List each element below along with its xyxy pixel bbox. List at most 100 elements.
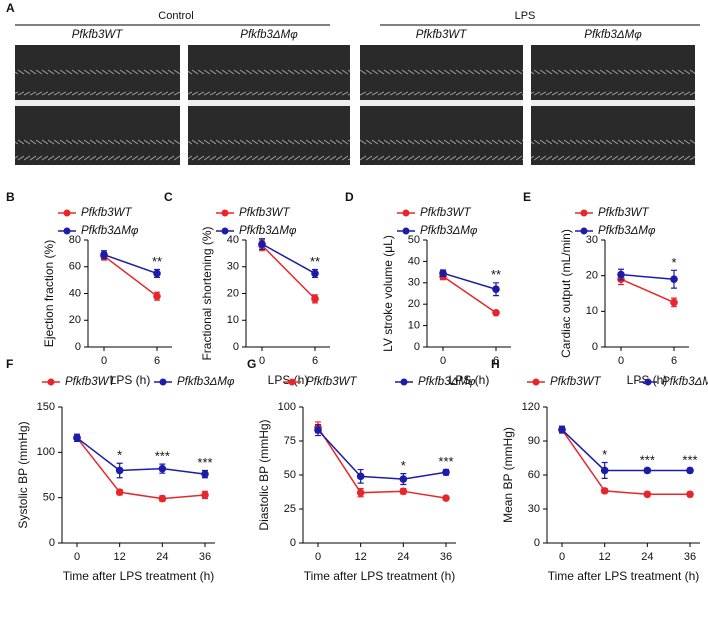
legend-marker — [47, 378, 55, 386]
series-line — [442, 275, 497, 314]
series-line — [317, 426, 447, 499]
group-label: Control — [158, 10, 193, 22]
data-point — [643, 466, 652, 475]
panel-label: A — [6, 1, 15, 15]
y-tick-label: 25 — [284, 503, 296, 515]
panel-label: E — [523, 190, 531, 204]
series-line — [261, 243, 316, 275]
significance: * — [602, 447, 607, 462]
series-line — [76, 437, 206, 500]
y-tick-label: 30 — [227, 261, 239, 273]
x-tick-label: 12 — [114, 551, 126, 563]
x-tick-label: 0 — [74, 551, 80, 563]
y-tick-label: 120 — [522, 401, 540, 413]
data-point — [600, 487, 609, 495]
data-point — [100, 250, 108, 259]
data-point — [158, 494, 167, 503]
data-point — [258, 240, 266, 248]
legend-label: Pfkfb3ΔMφ — [177, 376, 235, 388]
data-point — [153, 292, 161, 300]
legend-marker — [580, 209, 588, 217]
echo-image — [531, 45, 695, 165]
data-point — [73, 434, 81, 442]
data-point — [158, 464, 167, 473]
significance: * — [117, 448, 122, 463]
image-label: Pfkfb3WT — [72, 29, 123, 41]
series-line — [317, 429, 447, 480]
echo-image — [15, 45, 180, 165]
x-axis-title: Time after LPS treatment (h) — [63, 569, 215, 583]
legend-marker — [644, 378, 652, 386]
data-point — [600, 466, 609, 475]
legend-marker — [288, 378, 296, 386]
legend-label: Pfkfb3WT — [65, 376, 116, 388]
y-tick-label: 0 — [414, 341, 420, 353]
y-tick-label: 75 — [284, 435, 296, 447]
data-point — [399, 487, 408, 496]
y-tick-label: 40 — [69, 287, 81, 299]
series-line — [103, 254, 158, 275]
y-tick-label: 20 — [69, 314, 81, 326]
y-axis-title: Systolic BP (mmHg) — [16, 421, 30, 528]
y-axis-title: Diastolic BP (mmHg) — [257, 419, 271, 530]
y-tick-label: 0 — [534, 537, 540, 549]
legend-label: Pfkfb3ΔMφ — [239, 225, 297, 237]
series-line — [76, 437, 206, 475]
x-tick-label: 24 — [397, 551, 409, 563]
x-tick-label: 12 — [599, 551, 611, 563]
legend-marker — [402, 227, 410, 235]
x-tick-label: 6 — [671, 355, 677, 367]
y-tick-label: 80 — [69, 234, 81, 246]
y-tick-label: 30 — [408, 277, 420, 289]
series-line — [561, 429, 690, 496]
legend-marker — [63, 227, 71, 235]
x-tick-label: 0 — [259, 355, 265, 367]
y-tick-label: 90 — [528, 435, 540, 447]
data-point — [115, 466, 124, 475]
y-tick-label: 0 — [290, 537, 296, 549]
significance: ** — [152, 254, 162, 269]
x-tick-label: 6 — [493, 355, 499, 367]
group-label: LPS — [515, 10, 536, 22]
data-point — [442, 468, 450, 477]
legend-label: Pfkfb3WT — [420, 207, 471, 219]
data-point — [670, 275, 678, 284]
legend-marker — [580, 227, 588, 235]
data-point — [115, 488, 124, 497]
significance: *** — [438, 454, 453, 469]
legend-label: Pfkfb3WT — [239, 207, 290, 219]
y-axis-title: LV stroke volume (μL) — [381, 235, 395, 352]
y-tick-label: 30 — [528, 503, 540, 515]
echo-image — [360, 45, 523, 165]
y-axis-title: Mean BP (mmHg) — [501, 427, 515, 523]
legend-label: Pfkfb3WT — [81, 207, 132, 219]
y-tick-label: 10 — [586, 305, 598, 317]
data-point — [686, 490, 694, 499]
data-point — [492, 285, 500, 294]
x-tick-label: 6 — [154, 355, 160, 367]
y-tick-label: 20 — [408, 298, 420, 310]
data-point — [356, 472, 365, 481]
significance: ** — [310, 254, 320, 269]
legend-marker — [63, 209, 71, 217]
y-tick-label: 50 — [408, 234, 420, 246]
panel-label: F — [6, 357, 13, 371]
x-tick-label: 36 — [440, 551, 452, 563]
y-tick-label: 10 — [408, 320, 420, 332]
panel-label: G — [247, 357, 256, 371]
y-tick-label: 40 — [408, 255, 420, 267]
y-tick-label: 0 — [233, 341, 239, 353]
series-line — [442, 272, 497, 290]
data-point — [311, 295, 319, 303]
y-tick-label: 50 — [43, 492, 55, 504]
legend-marker — [532, 378, 540, 386]
y-tick-label: 60 — [69, 261, 81, 273]
legend-marker — [221, 209, 229, 217]
data-point — [201, 491, 209, 499]
x-tick-label: 36 — [684, 551, 696, 563]
x-tick-label: 0 — [440, 355, 446, 367]
y-tick-label: 40 — [227, 234, 239, 246]
legend-label: Pfkfb3WT — [550, 376, 601, 388]
